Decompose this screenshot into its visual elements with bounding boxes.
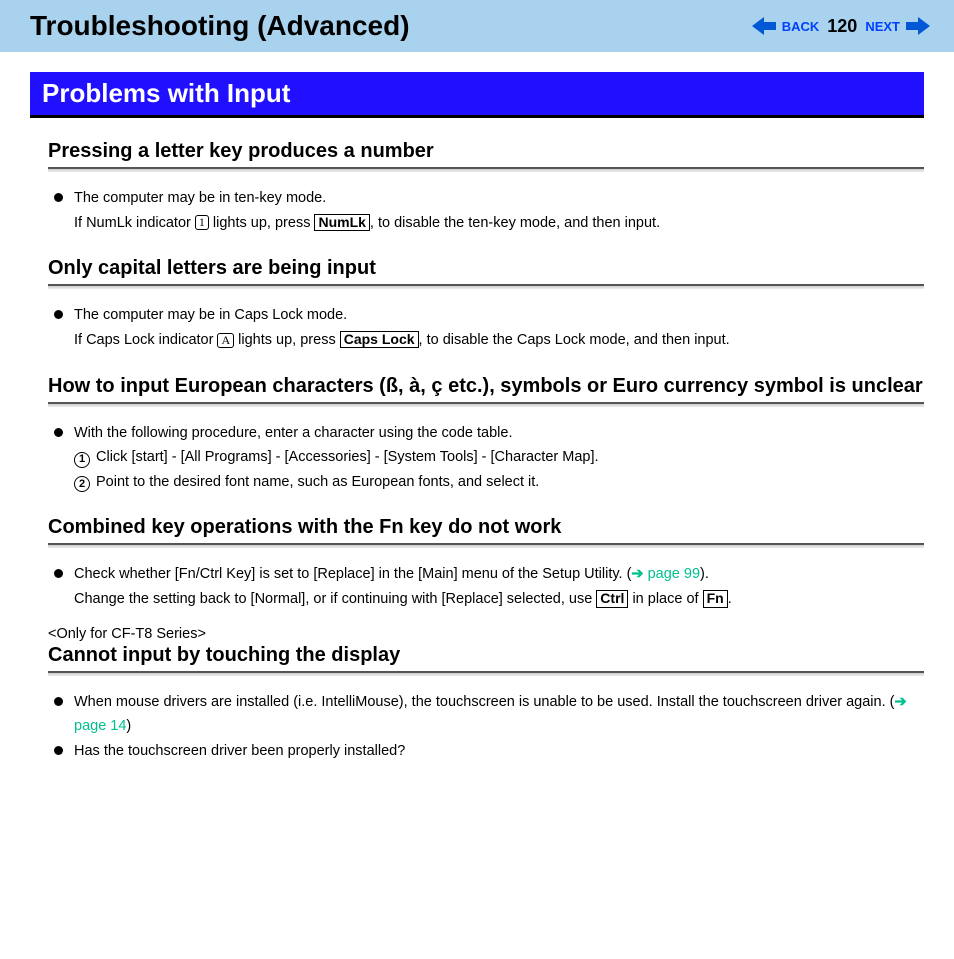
rule [48,167,924,172]
numlk-key: NumLk [314,214,369,231]
body-text: With the following procedure, enter a ch… [74,425,512,441]
body-text: The computer may be in Caps Lock mode. [74,307,347,323]
body-text: in place of [628,591,702,607]
bullet-list: When mouse drivers are installed (i.e. I… [52,690,924,764]
bullet-item: The computer may be in ten-key mode. If … [52,186,924,235]
back-arrow-icon[interactable] [752,17,776,35]
body-text: ) [126,718,131,734]
bullet-item: With the following procedure, enter a ch… [52,421,924,446]
xref-arrow-icon: ➔ [631,566,647,582]
ctrl-key: Ctrl [596,590,628,607]
bullet-item: Check whether [Fn/Ctrl Key] is set to [R… [52,562,924,611]
sub-heading-fnkey: Combined key operations with the Fn key … [48,516,924,539]
bullet-list: The computer may be in ten-key mode. If … [52,186,924,235]
sub-heading-numlock: Pressing a letter key produces a number [48,140,924,163]
capslock-key: Caps Lock [340,331,419,348]
rule [48,671,924,676]
section-banner: Problems with Input [30,72,924,118]
page-nav: BACK 120 NEXT [752,16,930,37]
xref-link[interactable]: page 14 [74,718,126,734]
body-text: lights up, press [234,332,340,348]
rule [48,402,924,407]
capslock-indicator-icon: A [217,333,234,348]
step-number-icon: 1 [74,452,90,468]
page-title: Troubleshooting (Advanced) [30,10,410,42]
sub-heading-touchscreen: Cannot input by touching the display [48,644,924,667]
fn-key: Fn [703,590,728,607]
step-1: 1 Click [start] - [All Programs] - [Acce… [74,445,924,470]
bullet-list: Check whether [Fn/Ctrl Key] is set to [R… [52,562,924,611]
body-text: . [728,591,732,607]
body-text: Check whether [Fn/Ctrl Key] is set to [R… [74,566,631,582]
body-text: , to disable the ten-key mode, and then … [370,215,660,231]
bullet-item: When mouse drivers are installed (i.e. I… [52,690,924,739]
header-band: Troubleshooting (Advanced) BACK 120 NEXT [0,0,954,52]
page-number: 120 [827,16,857,37]
step-number-icon: 2 [74,476,90,492]
rule [48,543,924,548]
body-text: ). [700,566,709,582]
content-area: Problems with Input Pressing a letter ke… [0,52,954,784]
rule [48,284,924,289]
sub-heading-capslock: Only capital letters are being input [48,257,924,280]
step-2: 2 Point to the desired font name, such a… [74,470,924,495]
step-text: Point to the desired font name, such as … [96,470,539,495]
bullet-item: The computer may be in Caps Lock mode. I… [52,303,924,352]
series-note: <Only for CF-T8 Series> [48,626,924,642]
next-arrow-icon[interactable] [906,17,930,35]
step-text: Click [start] - [All Programs] - [Access… [96,445,599,470]
bullet-list: The computer may be in Caps Lock mode. I… [52,303,924,352]
body-text: , to disable the Caps Lock mode, and the… [419,332,730,348]
bullet-list: With the following procedure, enter a ch… [52,421,924,446]
bullet-item: Has the touchscreen driver been properly… [52,739,924,764]
body-text: The computer may be in ten-key mode. [74,190,326,206]
xref-link[interactable]: page 99 [648,566,700,582]
body-text: Has the touchscreen driver been properly… [74,743,405,759]
body-text: When mouse drivers are installed (i.e. I… [74,694,894,710]
body-text: lights up, press [209,215,315,231]
body-text: Change the setting back to [Normal], or … [74,591,596,607]
body-text: If NumLk indicator [74,215,195,231]
numlk-indicator-icon: 1 [195,215,209,230]
xref-arrow-icon: ➔ [894,694,906,710]
sub-heading-european: How to input European characters (ß, à, … [48,375,924,398]
next-link[interactable]: NEXT [865,19,900,34]
back-link[interactable]: BACK [782,19,820,34]
body-text: If Caps Lock indicator [74,332,217,348]
